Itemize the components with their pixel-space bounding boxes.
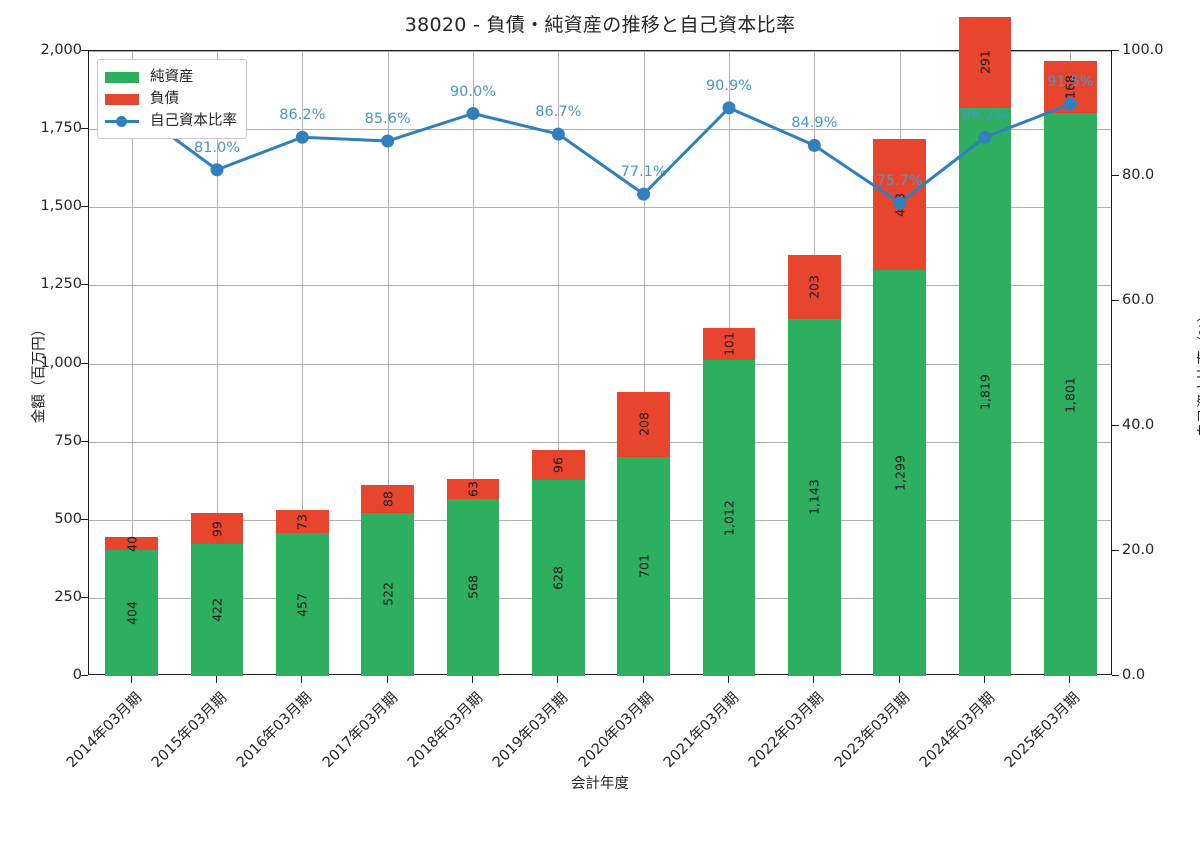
y2-axis-tick-label: 80.0 — [1122, 167, 1200, 183]
y2-axis-tick-mark — [1112, 425, 1119, 426]
y-axis-tick-label: 2,000 — [0, 42, 82, 58]
x-axis-tick-mark — [301, 676, 302, 683]
equity-ratio-line — [132, 104, 1071, 203]
equity-ratio-point[interactable] — [808, 139, 821, 152]
y-axis-tick-label: 1,500 — [0, 198, 82, 214]
equity-ratio-point[interactable] — [211, 163, 224, 176]
y2-axis-tick-mark — [1112, 300, 1119, 301]
x-axis-tick-label: 2023年03月期 — [757, 687, 913, 843]
y2-axis-tick-label: 100.0 — [1122, 42, 1200, 58]
equity-ratio-point[interactable] — [296, 131, 309, 144]
legend-item-1[interactable]: 純資産 — [105, 66, 237, 88]
legend-item-2[interactable]: 負債 — [105, 88, 237, 110]
x-axis-tick-mark — [813, 676, 814, 683]
chart-title: 38020 - 負債・純資産の推移と自己資本比率 — [0, 10, 1200, 37]
y-axis-tick-mark — [81, 50, 88, 51]
equity-ratio-point[interactable] — [1064, 98, 1077, 111]
y-axis-tick-label: 750 — [0, 433, 82, 449]
x-axis-tick-label: 2016年03月期 — [160, 687, 316, 843]
equity-ratio-point[interactable] — [467, 107, 480, 120]
x-axis-tick-label: 2024年03月期 — [843, 687, 999, 843]
equity-ratio-point[interactable] — [723, 101, 736, 114]
y2-axis-tick-mark — [1112, 550, 1119, 551]
x-axis-tick-label: 2021年03月期 — [587, 687, 743, 843]
x-axis-tick-label: 2017年03月期 — [245, 687, 401, 843]
y2-axis-tick-mark — [1112, 675, 1119, 676]
y-axis-tick-mark — [81, 597, 88, 598]
legend-item-label: 純資産 — [150, 70, 194, 85]
legend-item-3[interactable]: 自己資本比率 — [105, 110, 237, 132]
y-axis-tick-mark — [81, 284, 88, 285]
y2-axis-tick-label: 60.0 — [1122, 292, 1200, 308]
x-axis-tick-mark — [1069, 676, 1070, 683]
y-axis-tick-mark — [81, 206, 88, 207]
x-axis-tick-label: 2020年03月期 — [501, 687, 657, 843]
equity-ratio-point[interactable] — [893, 196, 906, 209]
legend-item-label: 負債 — [150, 92, 179, 107]
chart-figure: 38020 - 負債・純資産の推移と自己資本比率 金額（百万円） 自己資本比率（… — [0, 0, 1200, 800]
y-axis-tick-mark — [81, 519, 88, 520]
legend-item-label: 自己資本比率 — [150, 114, 237, 129]
y2-axis-tick-mark — [1112, 50, 1119, 51]
y-axis-tick-label: 250 — [0, 589, 82, 605]
equity-ratio-point[interactable] — [979, 131, 992, 144]
y-axis-tick-mark — [81, 675, 88, 676]
equity-ratio-point[interactable] — [637, 188, 650, 201]
y-axis-tick-label: 1,000 — [0, 355, 82, 371]
legend-line-marker-icon — [105, 114, 139, 128]
y-axis-tick-label: 1,250 — [0, 276, 82, 292]
y-axis-tick-mark — [81, 128, 88, 129]
x-axis-tick-label: 2019年03月期 — [416, 687, 572, 843]
x-axis-tick-mark — [387, 676, 388, 683]
x-axis-tick-label: 2014年03月期 — [0, 687, 146, 843]
y2-axis-tick-mark — [1112, 175, 1119, 176]
y-axis-tick-label: 1,750 — [0, 120, 82, 136]
y-axis-tick-label: 0 — [0, 667, 82, 683]
x-axis-tick-mark — [984, 676, 985, 683]
x-axis-tick-label: 2022年03月期 — [672, 687, 828, 843]
y-axis-tick-label: 500 — [0, 511, 82, 527]
equity-ratio-point[interactable] — [552, 128, 565, 141]
x-axis-tick-mark — [131, 676, 132, 683]
line-series-layer — [89, 51, 1113, 676]
x-axis-label: 会計年度 — [0, 772, 1200, 793]
legend-swatch-icon — [105, 94, 139, 105]
y2-axis-tick-label: 0.0 — [1122, 667, 1200, 683]
y-axis-tick-mark — [81, 363, 88, 364]
x-axis-tick-label: 2025年03月期 — [928, 687, 1084, 843]
chart-legend[interactable]: 純資産負債自己資本比率 — [97, 59, 247, 139]
y-axis-tick-mark — [81, 441, 88, 442]
x-axis-tick-mark — [728, 676, 729, 683]
x-axis-tick-label: 2018年03月期 — [331, 687, 487, 843]
equity-ratio-point[interactable] — [381, 135, 394, 148]
y2-axis-tick-label: 40.0 — [1122, 417, 1200, 433]
x-axis-tick-mark — [643, 676, 644, 683]
legend-swatch-icon — [105, 72, 139, 83]
x-axis-tick-mark — [216, 676, 217, 683]
x-axis-tick-mark — [557, 676, 558, 683]
x-axis-tick-mark — [899, 676, 900, 683]
x-axis-tick-label: 2015年03月期 — [75, 687, 231, 843]
x-axis-tick-mark — [472, 676, 473, 683]
y2-axis-tick-label: 20.0 — [1122, 542, 1200, 558]
